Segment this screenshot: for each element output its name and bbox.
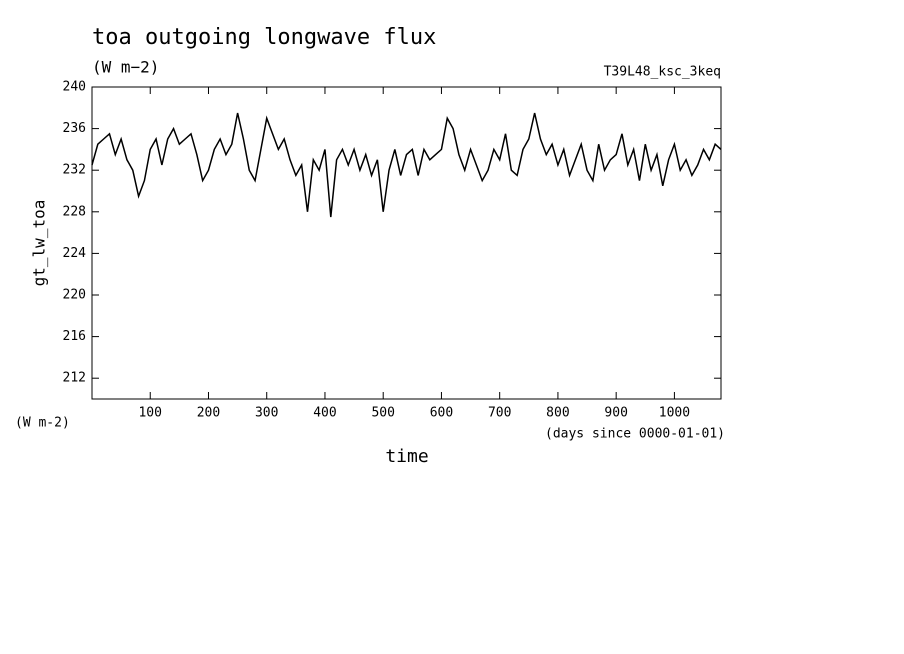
- y-tick-label: 224: [63, 246, 87, 261]
- x-tick-label: 600: [430, 406, 453, 421]
- chart-title: toa outgoing longwave flux: [92, 25, 436, 50]
- y-axis-label: gt_lw_toa: [30, 200, 49, 287]
- x-unit: (days since 0000-01-01): [545, 427, 725, 442]
- y-tick-label: 232: [63, 163, 86, 178]
- y-tick-label: 216: [63, 329, 86, 344]
- y-tick-label: 240: [63, 80, 86, 95]
- plot-frame: [91, 86, 722, 400]
- y-tick-label: 228: [63, 204, 86, 219]
- x-tick-label: 700: [488, 406, 511, 421]
- x-tick-label: 100: [138, 406, 161, 421]
- y-tick-label: 236: [63, 121, 86, 136]
- x-tick-label: 900: [604, 406, 627, 421]
- x-tick-label: 800: [546, 406, 569, 421]
- x-tick-label: 1000: [659, 406, 690, 421]
- subtitle: (W m−2): [92, 58, 159, 77]
- x-tick-label: 300: [255, 406, 278, 421]
- y-unit: (W m-2): [15, 416, 70, 431]
- data-line: [91, 112, 722, 218]
- x-tick-label: 400: [313, 406, 336, 421]
- y-tick-label: 220: [63, 288, 86, 303]
- x-tick-label: 200: [197, 406, 220, 421]
- run-label: T39L48_ksc_3keq: [604, 65, 721, 80]
- y-tick-label: 212: [63, 371, 86, 386]
- x-tick-label: 500: [371, 406, 394, 421]
- x-axis-label: time: [385, 446, 428, 467]
